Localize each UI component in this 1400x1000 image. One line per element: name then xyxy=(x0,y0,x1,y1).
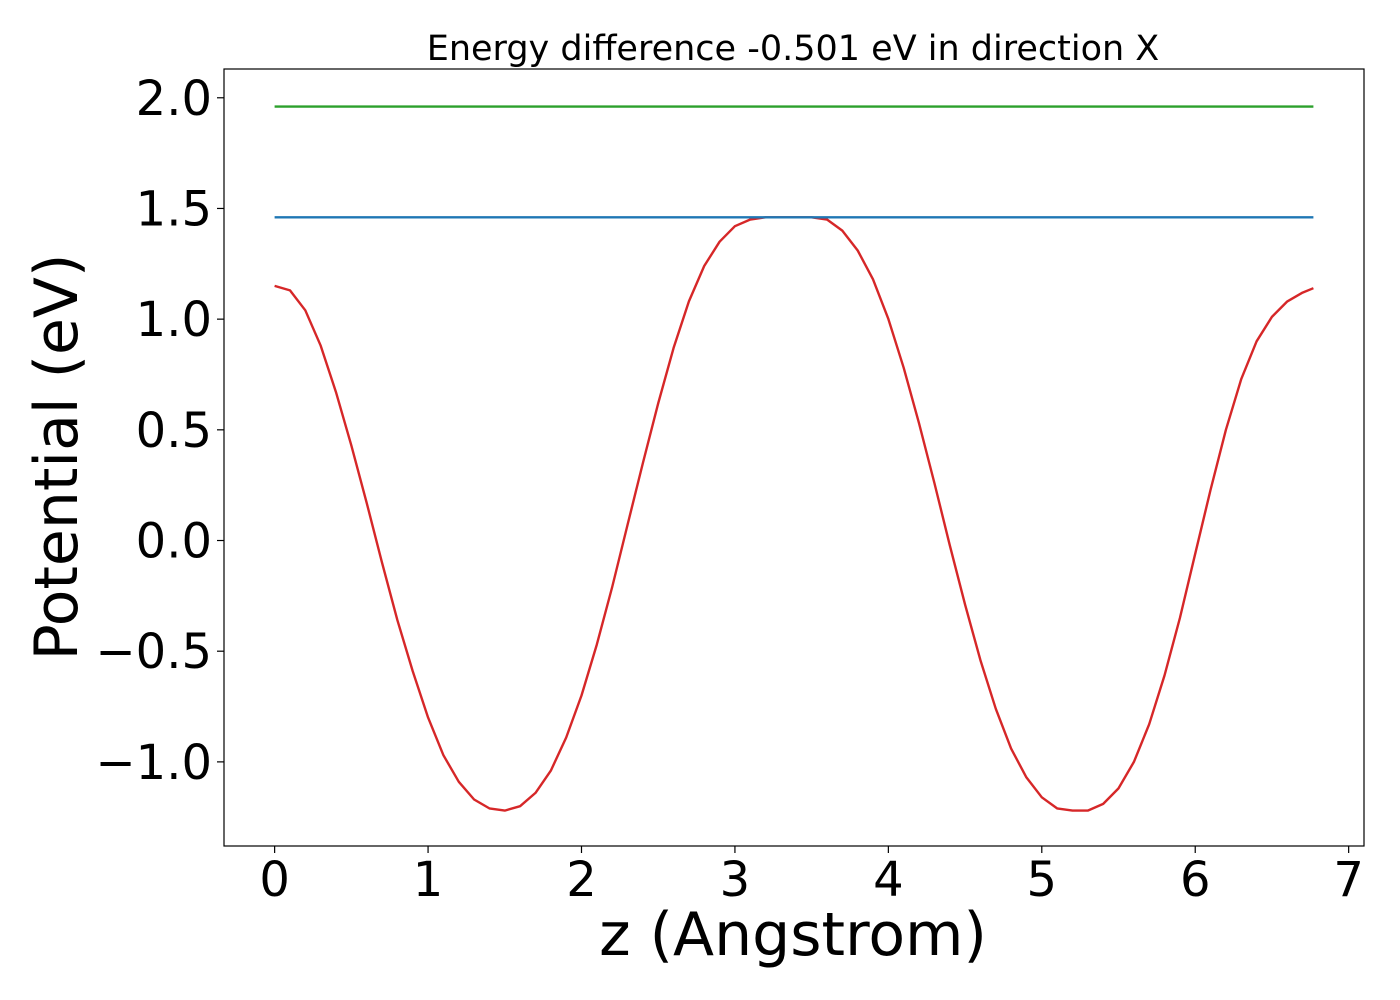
y-tick-label: 2.0 xyxy=(136,71,212,127)
y-tick-label: 1.5 xyxy=(136,181,212,237)
x-tick-label: 4 xyxy=(873,852,904,908)
y-tick-label: −0.5 xyxy=(95,624,212,680)
chart-title: Energy difference -0.501 eV in direction… xyxy=(427,29,1160,69)
x-tick-label: 7 xyxy=(1333,852,1364,908)
x-tick-label: 1 xyxy=(413,852,444,908)
y-axis: −1.0 −0.5 0.0 0.5 1.0 1.5 2.0 xyxy=(95,71,224,791)
x-tick-label: 6 xyxy=(1180,852,1211,908)
x-tick-label: 0 xyxy=(259,852,290,908)
y-tick-label: 0.5 xyxy=(136,403,212,459)
y-axis-label: Potential (eV) xyxy=(22,254,92,661)
x-axis-label: z (Angstrom) xyxy=(599,900,987,970)
x-tick-label: 5 xyxy=(1027,852,1058,908)
x-tick-label: 3 xyxy=(720,852,751,908)
plot-frame xyxy=(223,68,1365,847)
x-axis: 0 1 2 3 4 5 6 7 xyxy=(259,846,1364,908)
series-line-0 xyxy=(274,216,1314,812)
y-tick-label: 1.0 xyxy=(136,292,212,348)
y-tick-label: 0.0 xyxy=(136,514,212,570)
series-layer xyxy=(274,105,1314,812)
y-tick-label: −1.0 xyxy=(95,735,212,791)
x-tick-label: 2 xyxy=(566,852,597,908)
